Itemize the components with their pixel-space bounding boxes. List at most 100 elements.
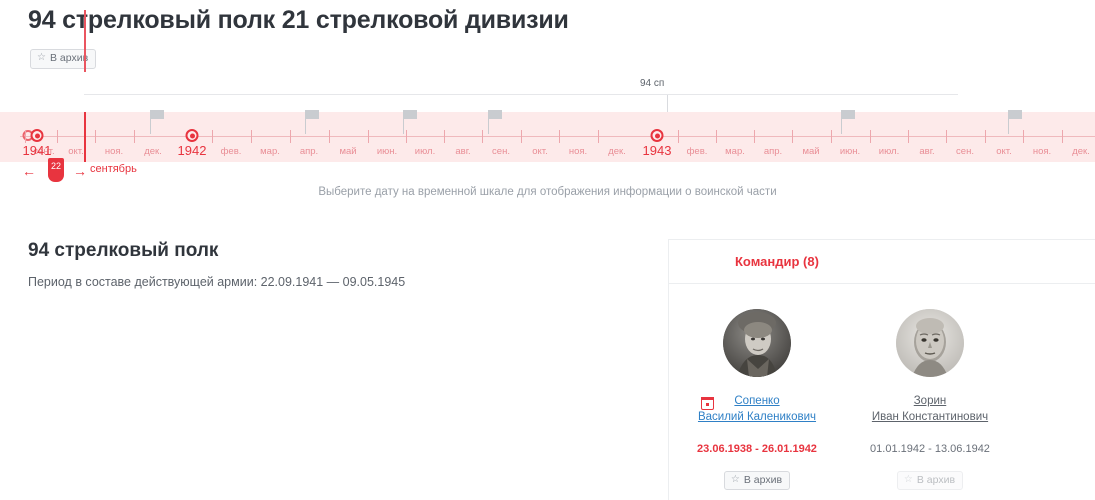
timeline-tick[interactable] [598,130,599,143]
timeline-tick[interactable] [870,130,871,143]
timeline-month-label[interactable]: фев. [220,146,242,157]
avatar[interactable] [896,309,964,377]
timeline-month-label[interactable]: май [802,146,820,157]
timeline-month-label[interactable]: сен. [956,146,974,157]
timeline-month-label[interactable]: июн. [376,146,398,157]
prev-day-arrow[interactable]: ← [22,163,36,179]
timeline-month-label[interactable]: май [339,146,357,157]
timeline-month-label[interactable]: фев. [686,146,708,157]
timeline-month-label[interactable]: апр. [299,146,319,157]
timeline-tick[interactable] [251,130,252,143]
timeline-month-label[interactable]: июн. [839,146,861,157]
avatar[interactable] [723,309,791,377]
timeline-tick[interactable] [290,130,291,143]
timeline-tick[interactable] [946,130,947,143]
commander-card[interactable]: Зорин Иван Константинович 01.01.1942 - 1… [845,309,1015,491]
timeline-selection-marker [84,112,86,162]
timeline-tick[interactable] [559,130,560,143]
timeline-tick[interactable] [212,130,213,143]
timeline-hint: Выберите дату на временной шкале для ото… [318,186,777,198]
date-navigator[interactable]: ← 22 → сентябрь [0,158,400,186]
timeline-month-label[interactable]: окт. [996,146,1012,157]
timeline-tick[interactable] [831,130,832,143]
selected-day-pin[interactable]: 22 [48,158,64,182]
timeline-tick[interactable] [716,130,717,143]
commanders-list: Сопенко Василий Каленикович 23.06.1938 -… [669,284,1095,491]
commander-name-link[interactable]: Сопенко Василий Каленикович [669,393,845,425]
timeline-tick[interactable] [444,130,445,143]
timeline-tick[interactable] [95,130,96,143]
timeline-month-label[interactable]: ноя. [1032,146,1052,157]
timeline-year-dot[interactable] [650,129,664,142]
timeline-month-label[interactable]: окт. [532,146,548,157]
timeline-tick[interactable] [134,130,135,143]
unit-title: 94 стрелковый полк [28,240,219,261]
timeline-axis-line [20,136,1095,137]
timeline-tick[interactable] [1062,130,1063,143]
timeline-year-label: 1941 [22,143,52,158]
timeline-tick[interactable] [368,130,369,143]
timeline[interactable]: 94 сп сент. 1941 окт. ноя. дек. 1942 фев. мар. а… [0,10,1095,187]
timeline-tick[interactable] [1023,130,1024,143]
timeline-event-flag-icon[interactable] [150,110,164,134]
timeline-month-label[interactable]: ноя. [568,146,588,157]
commander-archive-wrap: ☆ В архив [669,469,845,491]
timeline-year-dot[interactable] [185,129,199,142]
timeline-month-label[interactable]: авг. [455,146,471,157]
timeline-selection-marker-upper [84,10,86,72]
timeline-month-label[interactable]: дек. [1072,146,1090,157]
timeline-tick[interactable] [908,130,909,143]
timeline-top-rule [84,94,958,95]
timeline-year-dot[interactable] [30,129,44,142]
timeline-month-label[interactable]: июл. [878,146,900,157]
timeline-tick[interactable] [678,130,679,143]
timeline-event-flag-icon[interactable] [403,110,417,134]
timeline-tick[interactable] [329,130,330,143]
commanders-card-header: Командир (8) [669,240,1095,284]
timeline-tick[interactable] [521,130,522,143]
timeline-month-label[interactable]: авг. [919,146,935,157]
archive-button[interactable]: ☆ В архив [723,470,791,491]
timeline-tick[interactable] [792,130,793,143]
timeline-tick[interactable] [985,130,986,143]
star-icon: ☆ [730,474,740,486]
timeline-event-flag-icon[interactable] [488,110,502,134]
timeline-tick[interactable] [482,130,483,143]
timeline-month-label[interactable]: окт. [68,146,84,157]
timeline-unit-marker-label: 94 сп [640,78,665,89]
timeline-month-label[interactable]: дек. [608,146,626,157]
timeline-ruler[interactable]: сент. 1941 окт. ноя. дек. 1942 фев. мар. апр. май… [0,110,1095,162]
calendar-icon [700,396,714,410]
commander-given-name: Иван Константинович [871,411,989,424]
timeline-month-label[interactable]: июл. [414,146,436,157]
timeline-event-flag-icon[interactable] [305,110,319,134]
commander-surname: Зорин [913,395,947,407]
timeline-month-label[interactable]: сен. [492,146,510,157]
timeline-tick[interactable] [754,130,755,143]
next-day-arrow[interactable]: → [73,163,87,179]
timeline-ruler-track[interactable]: сент. 1941 окт. ноя. дек. 1942 фев. мар. апр. май… [0,110,1095,162]
timeline-tick[interactable] [25,130,26,143]
commander-name-link[interactable]: Зорин Иван Константинович [845,393,1015,425]
timeline-month-label[interactable]: мар. [260,146,280,157]
timeline-month-label[interactable]: апр. [763,146,783,157]
timeline-event-flag-icon[interactable] [841,110,855,134]
star-icon: ☆ [903,474,913,486]
timeline-month-label[interactable]: ноя. [104,146,124,157]
archive-button-label: В архив [916,473,956,486]
commander-card[interactable]: Сопенко Василий Каленикович 23.06.1938 -… [669,309,845,491]
timeline-month-label[interactable]: дек. [144,146,162,157]
timeline-tick[interactable] [57,130,58,143]
timeline-month-label[interactable]: сент. [33,146,55,157]
archive-button[interactable]: ☆ В архив [30,49,97,69]
commander-dates: 23.06.1938 - 26.01.1942 [697,443,817,456]
commander-surname: Сопенко [734,395,780,407]
timeline-month-label[interactable]: мар. [725,146,745,157]
page-title: 94 стрелковый полк 21 стрелковой дивизии [28,6,569,34]
commander-given-name: Василий Каленикович [697,411,817,424]
archive-button[interactable]: ☆ В архив [896,470,964,491]
star-icon: ☆ [37,52,46,64]
timeline-tick[interactable] [406,130,407,143]
timeline-event-flag-icon[interactable] [1008,110,1022,134]
